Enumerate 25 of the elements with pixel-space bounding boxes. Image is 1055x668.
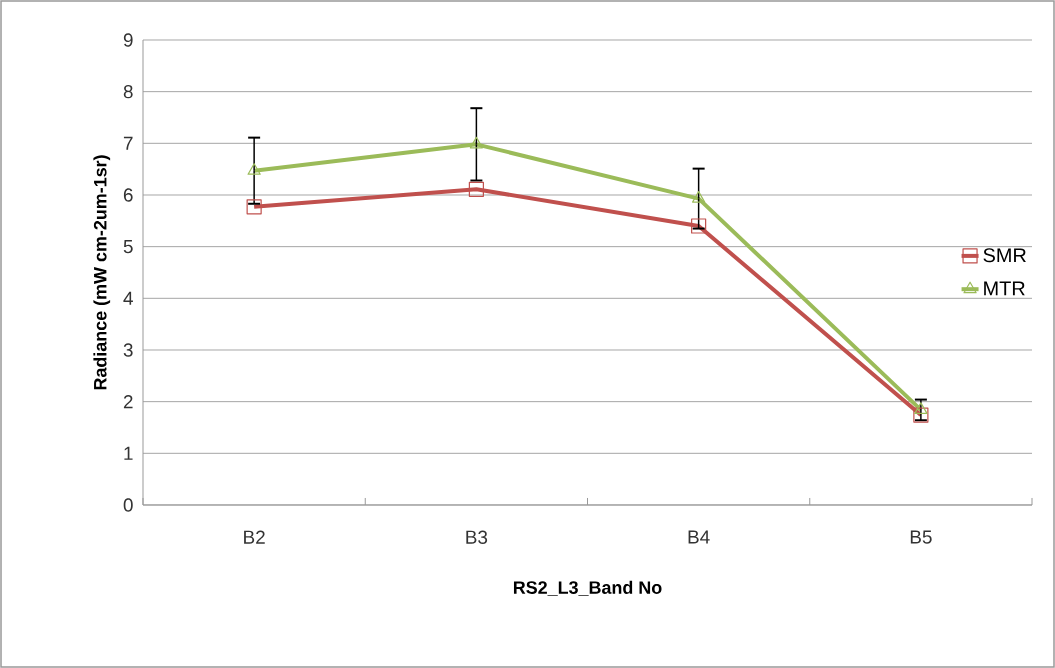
y-tick-label: 8 (123, 84, 133, 99)
point (469, 136, 484, 149)
x-tick-label: B5 (910, 530, 932, 544)
y-tick-label: 9 (123, 33, 133, 47)
y-tick-label: 7 (123, 136, 133, 150)
point (914, 402, 928, 415)
y-tick-label: 5 (123, 240, 133, 254)
point (691, 218, 707, 234)
legend-label: MTR (984, 281, 1025, 296)
y-tick-label: 3 (123, 343, 133, 357)
y-axis-title: Radiance (mW cm-2um-1sr) (93, 155, 111, 390)
y-tick-label: 0 (123, 498, 133, 512)
y-tick-label: 1 (124, 446, 133, 460)
x-tick-label: B2 (244, 530, 265, 544)
point (247, 163, 261, 175)
point (246, 199, 262, 215)
x-tick-label: B3 (466, 530, 488, 544)
legend-label: SMR (983, 248, 1026, 263)
y-tick-label: 6 (123, 188, 133, 202)
y-tick-label: 2 (123, 395, 133, 409)
y-tick-label: 4 (123, 291, 133, 305)
x-tick-label: B4 (688, 530, 710, 544)
point (691, 191, 706, 203)
point (468, 181, 484, 197)
x-axis-title: RS2_L3_Band No (513, 580, 662, 596)
